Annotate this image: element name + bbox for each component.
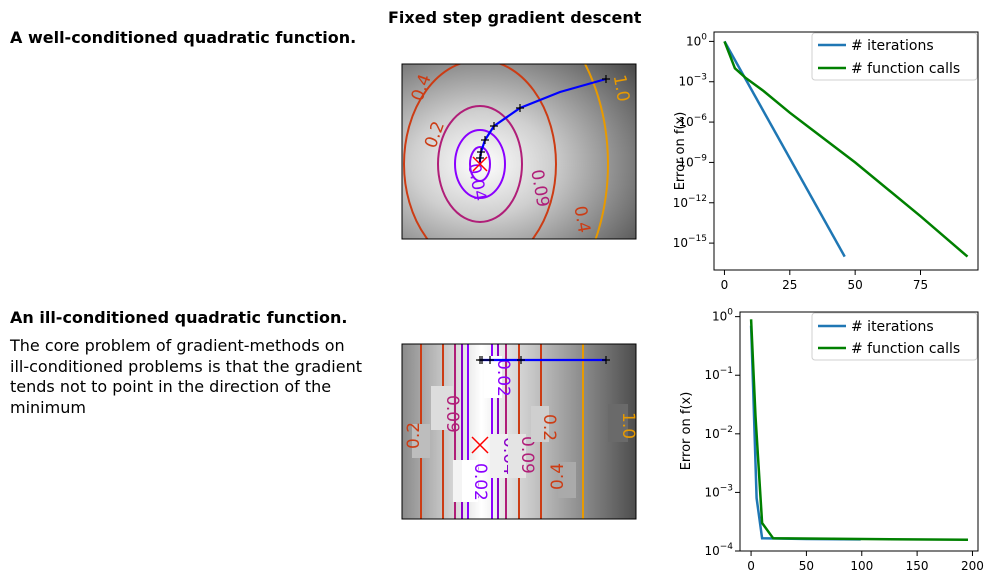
contour-label: 0.02: [493, 359, 513, 397]
x-tick-label: 150: [906, 559, 929, 573]
y-tick-label: 10−3: [704, 483, 733, 499]
minimum-marker: [471, 436, 489, 454]
legend-label: # iterations: [851, 38, 934, 54]
contour-plot-well-conditioned: 0.04 0.09 0.2 0.4 0.4 1.0: [401, 63, 637, 240]
iterate-marker: [481, 136, 489, 144]
x-tick-label: 75: [913, 278, 928, 292]
y-tick-label: 10−2: [704, 425, 733, 441]
series-line: [749, 319, 969, 542]
iterate-marker: [490, 122, 498, 130]
contour-label: 0.4: [548, 463, 568, 490]
contour-label: 1.0: [609, 73, 633, 103]
iterate-marker: [517, 356, 525, 364]
iterate-marker: [602, 356, 610, 364]
contour-label: 0.02: [470, 463, 490, 501]
y-tick-label: 100: [686, 32, 707, 48]
legend-label: # function calls: [851, 341, 960, 357]
contour-label: 0.2: [539, 414, 559, 441]
iterate-marker: [516, 104, 524, 112]
y-axis-label: Error on f(x): [679, 392, 694, 471]
iterate-marker: [477, 148, 485, 156]
contour-line: [469, 146, 491, 182]
contour-line: [583, 64, 609, 239]
legend-label: # function calls: [851, 61, 960, 77]
x-tick-label: 0: [721, 278, 729, 292]
y-tick-label: 10−15: [673, 234, 707, 250]
x-tick-label: 50: [799, 559, 814, 573]
contour-label: 0.2: [404, 422, 424, 449]
contour-line: [403, 64, 557, 239]
series-group: [723, 40, 969, 258]
y-tick-label: 100: [712, 308, 733, 324]
legend: # iterations # function calls: [811, 32, 978, 81]
minimum-marker: [472, 156, 488, 172]
row2-title: An ill-conditioned quadratic function.: [10, 308, 348, 327]
x-tick-label: 0: [747, 559, 755, 573]
contour-label: 0.09: [442, 395, 462, 433]
x-tick-label: 25: [782, 278, 797, 292]
figure-suptitle: Fixed step gradient descent: [388, 8, 642, 27]
row2-description: The core problem of gradient-methods on …: [10, 336, 362, 417]
contour-label: 0.09: [517, 436, 537, 474]
x-tick-label: 50: [848, 278, 863, 292]
y-tick-label: 10−3: [678, 73, 707, 89]
series-group: [749, 319, 969, 542]
y-tick-label: 10−1: [704, 366, 733, 382]
y-tick-label: 10−12: [673, 194, 707, 210]
legend-label: # iterations: [851, 319, 934, 335]
x-tick-label: 200: [961, 559, 984, 573]
row1-title: A well-conditioned quadratic function.: [10, 28, 357, 47]
iterate-marker: [478, 356, 486, 364]
error-chart-ill-conditioned: 100 10−1 10−2 10−3 10−4 0 50 100 150 200 Error o…: [679, 308, 984, 573]
iterate-marker: [486, 356, 494, 364]
y-axis-label: Error on f(x): [673, 112, 688, 191]
x-ticks: 0 25 50 75: [721, 270, 928, 292]
series-line: [723, 40, 969, 258]
y-ticks: 100 10−1 10−2 10−3 10−4: [704, 308, 740, 558]
contour-label: 1.0: [618, 412, 638, 439]
y-tick-label: 10−4: [704, 542, 733, 558]
x-tick-label: 100: [850, 559, 873, 573]
legend: # iterations # function calls: [811, 312, 978, 361]
contour-plot-ill-conditioned: 0.2 0.09 0.04 0.02 0.02 0.04 0.09 0.2 0.…: [401, 343, 638, 520]
contour-line: [437, 105, 523, 223]
x-ticks: 0 50 100 150 200: [747, 551, 984, 573]
iterate-marker: [476, 154, 484, 162]
iterate-marker: [602, 75, 610, 83]
contour-label: 0.4: [569, 204, 593, 234]
contour-line: [454, 129, 506, 199]
